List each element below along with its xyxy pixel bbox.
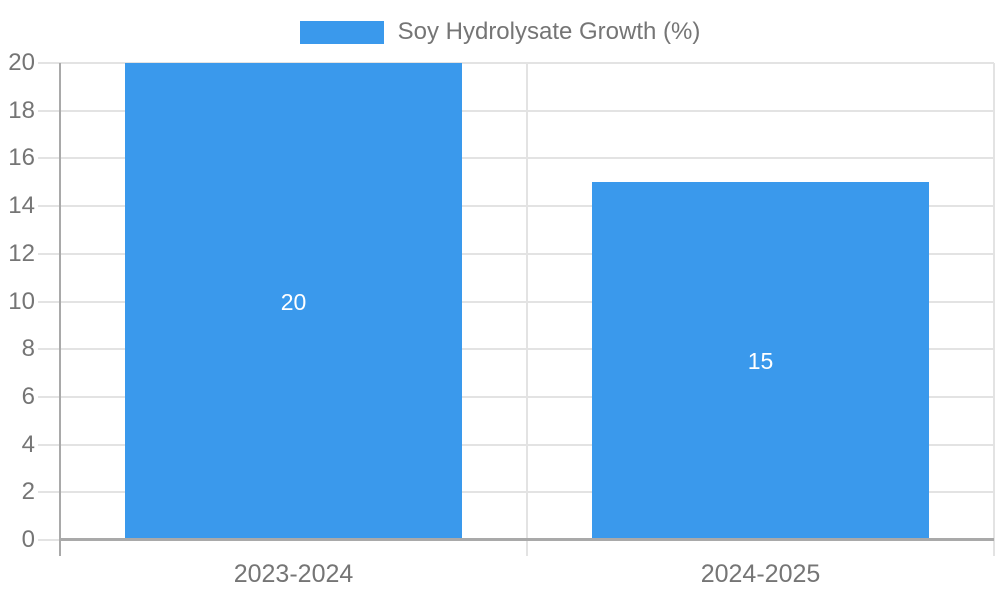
bar[interactable] (125, 63, 462, 540)
y-tick-label: 14 (8, 192, 35, 220)
y-gridline (38, 109, 994, 112)
x-axis-line (59, 538, 994, 541)
y-gridline (38, 443, 994, 446)
y-gridline (38, 252, 994, 255)
legend: Soy Hydrolysate Growth (%) (0, 16, 1000, 48)
y-axis-line (59, 63, 61, 556)
y-gridline (38, 300, 994, 303)
y-gridline (38, 157, 994, 160)
y-tick-label: 12 (8, 239, 35, 267)
bar[interactable] (592, 182, 929, 540)
y-tick-label: 8 (21, 335, 35, 363)
y-tick-label: 2 (21, 478, 35, 506)
y-gridline (38, 348, 994, 351)
y-tick-label: 0 (21, 526, 35, 553)
y-tick-label: 10 (8, 287, 35, 315)
category-boundary-line (993, 63, 995, 556)
y-tick-label: 16 (8, 144, 35, 172)
legend-swatch (299, 20, 384, 44)
y-tick-label: 6 (21, 382, 35, 410)
y-gridline (38, 205, 994, 208)
y-gridline (38, 395, 994, 398)
y-gridline (38, 62, 994, 64)
y-tick-label: 20 (8, 49, 35, 76)
x-tick-label: 2024-2025 (700, 560, 821, 588)
y-tick-label: 18 (8, 96, 35, 124)
bar-value-label: 15 (747, 348, 774, 375)
legend-item[interactable]: Soy Hydrolysate Growth (%) (299, 18, 701, 45)
legend-label: Soy Hydrolysate Growth (%) (397, 18, 701, 45)
x-tick-label: 2023-2024 (233, 560, 354, 588)
bar-value-label: 20 (280, 288, 307, 315)
y-tick-label: 4 (21, 430, 35, 458)
y-gridline (38, 491, 994, 494)
category-boundary-line (526, 63, 528, 556)
